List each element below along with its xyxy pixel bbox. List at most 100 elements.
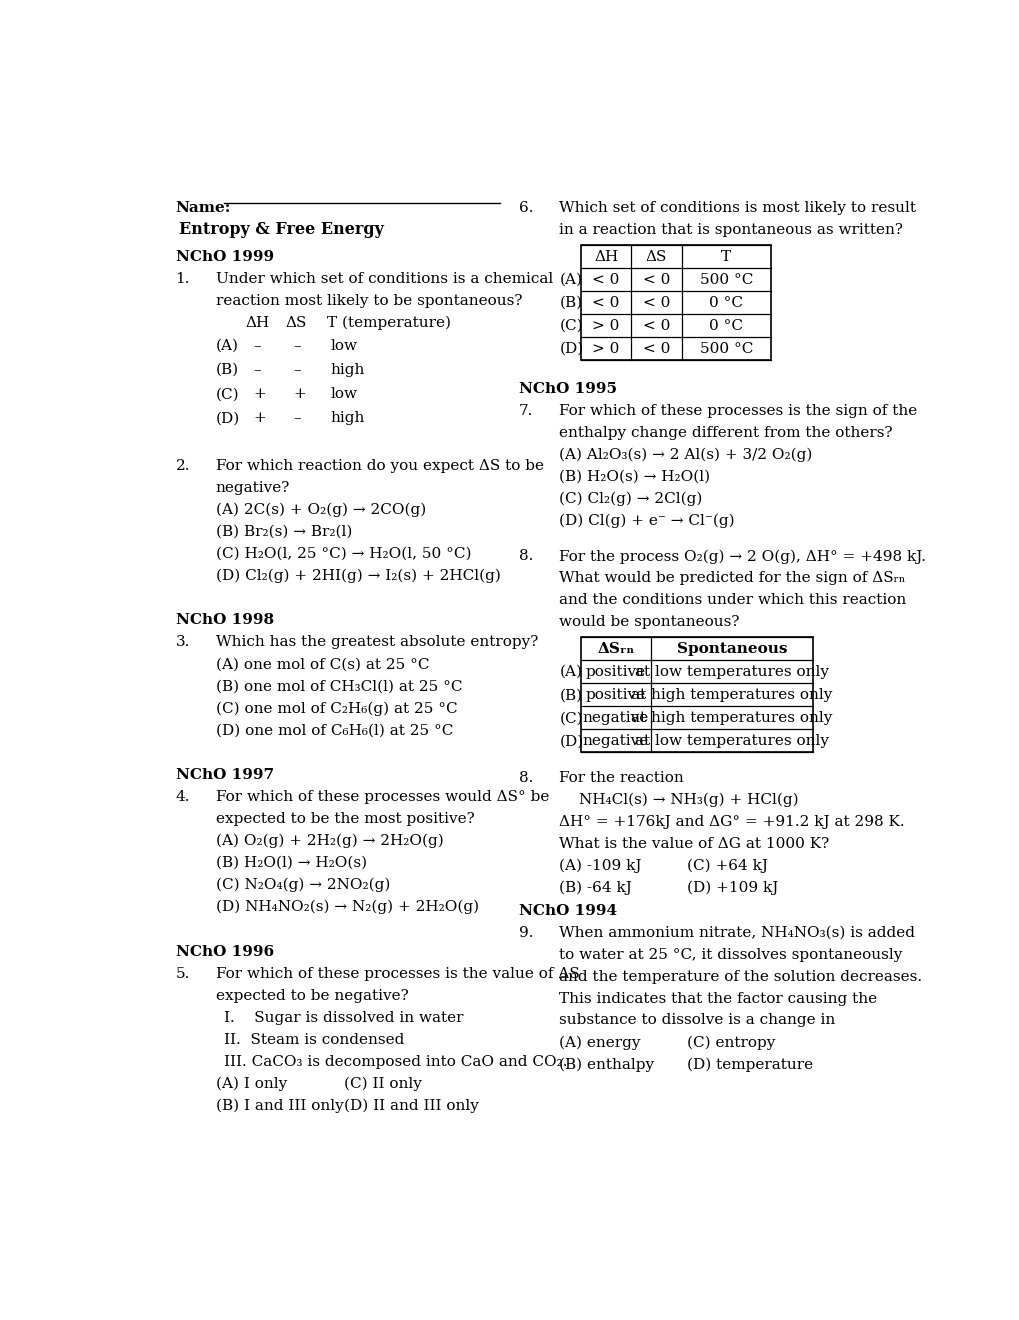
Text: When ammonium nitrate, NH₄NO₃(s) is added: When ammonium nitrate, NH₄NO₃(s) is adde… (558, 925, 914, 940)
Text: substance to dissolve is a change in: substance to dissolve is a change in (558, 1014, 835, 1027)
Text: (C) entropy: (C) entropy (687, 1035, 774, 1049)
Text: (D) NH₄NO₂(s) → N₂(g) + 2H₂O(g): (D) NH₄NO₂(s) → N₂(g) + 2H₂O(g) (216, 900, 479, 915)
Text: expected to be the most positive?: expected to be the most positive? (216, 812, 474, 826)
Text: (A) Al₂O₃(s) → 2 Al(s) + 3/2 O₂(g): (A) Al₂O₃(s) → 2 Al(s) + 3/2 O₂(g) (558, 447, 812, 462)
Text: ΔH° = +176kJ and ΔG° = +91.2 kJ at 298 K.: ΔH° = +176kJ and ΔG° = +91.2 kJ at 298 K… (558, 814, 904, 829)
Text: < 0: < 0 (592, 273, 620, 286)
Text: 5.: 5. (175, 966, 190, 981)
Text: ΔS: ΔS (285, 315, 307, 330)
Text: 8.: 8. (519, 549, 533, 564)
Text: (B): (B) (559, 296, 583, 310)
Text: For the process O₂(g) → 2 O(g), ΔH° = +498 kJ.: For the process O₂(g) → 2 O(g), ΔH° = +4… (558, 549, 925, 564)
Text: Name:: Name: (175, 201, 230, 215)
Text: < 0: < 0 (642, 319, 669, 333)
Text: (B): (B) (559, 688, 583, 702)
Text: –: – (253, 339, 261, 352)
Text: (A) 2C(s) + O₂(g) → 2CO(g): (A) 2C(s) + O₂(g) → 2CO(g) (216, 503, 426, 517)
Text: (C): (C) (559, 319, 583, 333)
Text: (A): (A) (559, 665, 583, 678)
Text: (B) -64 kJ: (B) -64 kJ (558, 880, 632, 895)
Text: Which has the greatest absolute entropy?: Which has the greatest absolute entropy? (216, 635, 538, 649)
Text: at low temperatures only: at low temperatures only (635, 734, 828, 748)
Text: high: high (330, 363, 365, 378)
Text: (A) I only: (A) I only (216, 1077, 286, 1090)
Text: What would be predicted for the sign of ΔSᵣₙ: What would be predicted for the sign of … (558, 572, 905, 585)
Text: < 0: < 0 (642, 273, 669, 286)
Text: expected to be negative?: expected to be negative? (216, 989, 409, 1003)
Text: (D) Cl₂(g) + 2HI(g) → I₂(s) + 2HCl(g): (D) Cl₂(g) + 2HI(g) → I₂(s) + 2HCl(g) (216, 569, 500, 582)
Text: positive: positive (585, 688, 645, 702)
Text: This indicates that the factor causing the: This indicates that the factor causing t… (558, 991, 876, 1006)
Text: low: low (330, 387, 358, 401)
Text: For which reaction do you expect ΔS to be: For which reaction do you expect ΔS to b… (216, 458, 543, 473)
Text: NChO 1997: NChO 1997 (175, 768, 273, 783)
Text: low: low (330, 339, 358, 352)
Text: to water at 25 °C, it dissolves spontaneously: to water at 25 °C, it dissolves spontane… (558, 948, 902, 962)
Text: NChO 1994: NChO 1994 (519, 904, 616, 917)
Text: (D) II and III only: (D) II and III only (343, 1098, 478, 1113)
Text: (D) one mol of C₆H₆(l) at 25 °C: (D) one mol of C₆H₆(l) at 25 °C (216, 723, 452, 737)
Text: T (temperature): T (temperature) (326, 315, 450, 330)
Text: 9.: 9. (519, 925, 533, 940)
Text: NH₄Cl(s) → NH₃(g) + HCl(g): NH₄Cl(s) → NH₃(g) + HCl(g) (578, 793, 798, 808)
Text: 500 °C: 500 °C (699, 273, 752, 286)
Text: (A) one mol of C(s) at 25 °C: (A) one mol of C(s) at 25 °C (216, 657, 429, 672)
Text: (B) H₂O(l) → H₂O(s): (B) H₂O(l) → H₂O(s) (216, 855, 367, 870)
Text: II.  Steam is condensed: II. Steam is condensed (223, 1032, 404, 1047)
Text: 3.: 3. (175, 635, 190, 649)
Text: 7.: 7. (519, 404, 533, 417)
Text: NChO 1999: NChO 1999 (175, 249, 273, 264)
Text: –: – (253, 363, 261, 378)
Text: and the temperature of the solution decreases.: and the temperature of the solution decr… (558, 970, 921, 983)
Text: ΔH: ΔH (245, 315, 269, 330)
Text: at high temperatures only: at high temperatures only (631, 711, 832, 725)
Text: T: T (720, 249, 731, 264)
Text: Entropy & Free Energy: Entropy & Free Energy (179, 220, 384, 238)
Text: (C) N₂O₄(g) → 2NO₂(g): (C) N₂O₄(g) → 2NO₂(g) (216, 878, 390, 892)
Text: negative?: negative? (216, 480, 290, 495)
Text: 2.: 2. (175, 458, 190, 473)
Text: NChO 1995: NChO 1995 (519, 381, 616, 396)
Text: +: + (253, 387, 266, 401)
Text: (C): (C) (216, 387, 239, 401)
Text: (D): (D) (559, 342, 584, 356)
Text: –: – (293, 339, 301, 352)
Text: (C) Cl₂(g) → 2Cl(g): (C) Cl₂(g) → 2Cl(g) (558, 491, 702, 506)
Text: would be spontaneous?: would be spontaneous? (558, 615, 739, 630)
Text: Which set of conditions is most likely to result: Which set of conditions is most likely t… (558, 201, 915, 215)
Text: 4.: 4. (175, 791, 190, 804)
Text: (B) one mol of CH₃Cl(l) at 25 °C: (B) one mol of CH₃Cl(l) at 25 °C (216, 680, 462, 693)
Text: in a reaction that is spontaneous as written?: in a reaction that is spontaneous as wri… (558, 223, 902, 236)
Text: (B) H₂O(s) → H₂O(l): (B) H₂O(s) → H₂O(l) (558, 470, 709, 483)
Text: I.    Sugar is dissolved in water: I. Sugar is dissolved in water (223, 1011, 463, 1024)
Text: (C): (C) (559, 711, 583, 725)
Bar (580, 244, 770, 360)
Text: (C) II only: (C) II only (343, 1077, 421, 1090)
Text: Spontaneous: Spontaneous (676, 642, 787, 656)
Text: (A) energy: (A) energy (558, 1035, 640, 1049)
Text: at low temperatures only: at low temperatures only (635, 665, 828, 678)
Text: negative: negative (582, 711, 648, 725)
Text: 0 °C: 0 °C (708, 319, 743, 333)
Text: (A) -109 kJ: (A) -109 kJ (558, 859, 641, 873)
Text: (B) enthalpy: (B) enthalpy (558, 1057, 653, 1072)
Text: ΔS: ΔS (645, 249, 666, 264)
Text: (D) Cl(g) + e⁻ → Cl⁻(g): (D) Cl(g) + e⁻ → Cl⁻(g) (558, 513, 734, 528)
Text: (A): (A) (216, 339, 238, 352)
Text: For which of these processes is the sign of the: For which of these processes is the sign… (558, 404, 916, 417)
Text: (C) +64 kJ: (C) +64 kJ (687, 859, 767, 873)
Text: What is the value of ΔG at 1000 K?: What is the value of ΔG at 1000 K? (558, 837, 828, 851)
Text: (C) H₂O(l, 25 °C) → H₂O(l, 50 °C): (C) H₂O(l, 25 °C) → H₂O(l, 50 °C) (216, 546, 471, 561)
Text: (A): (A) (559, 273, 583, 286)
Text: ΔH: ΔH (593, 249, 618, 264)
Text: (D): (D) (216, 412, 239, 425)
Text: –: – (293, 363, 301, 378)
Text: (D) +109 kJ: (D) +109 kJ (687, 880, 777, 895)
Text: (C) one mol of C₂H₆(g) at 25 °C: (C) one mol of C₂H₆(g) at 25 °C (216, 701, 458, 715)
Text: (D): (D) (559, 734, 584, 748)
Text: > 0: > 0 (592, 319, 620, 333)
Text: enthalpy change different from the others?: enthalpy change different from the other… (558, 425, 892, 440)
Text: III. CaCO₃ is decomposed into CaO and CO₂.: III. CaCO₃ is decomposed into CaO and CO… (223, 1055, 567, 1069)
Text: 0 °C: 0 °C (708, 296, 743, 310)
Text: 6.: 6. (519, 201, 533, 215)
